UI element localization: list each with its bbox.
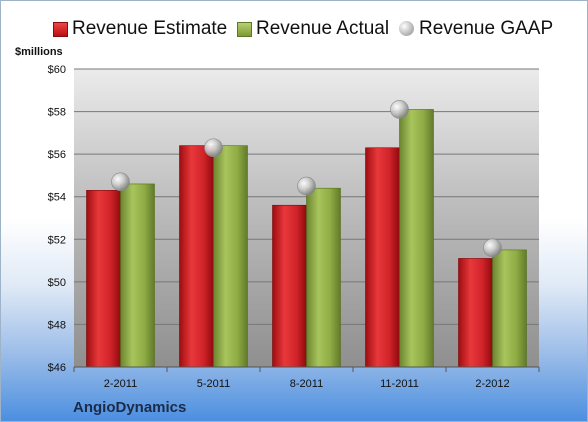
marker-revenue-gaap: [483, 238, 502, 258]
x-tick-label: 11-2011: [380, 378, 419, 390]
bar-revenue-actual: [213, 145, 248, 368]
y-axis-unit-label: $millions: [15, 46, 63, 58]
legend-swatch-revenue-estimate: [53, 22, 68, 37]
x-tick-label: 2-2012: [475, 378, 509, 390]
y-tick-label: $56: [48, 149, 66, 161]
x-axis-ticks: 2-2011 5-2011 8-2011 11-2011 2-2012: [73, 367, 540, 390]
bar-revenue-estimate: [179, 145, 214, 368]
legend-label-revenue-estimate: Revenue Estimate: [72, 18, 228, 39]
marker-revenue-gaap: [204, 138, 223, 158]
marker-revenue-gaap: [297, 176, 316, 196]
legend-marker-revenue-gaap: [399, 21, 414, 36]
bar-revenue-actual: [120, 183, 155, 368]
bars: [86, 109, 527, 368]
y-tick-label: $48: [48, 319, 66, 331]
legend-swatch-revenue-actual: [237, 22, 252, 37]
bar-revenue-actual: [306, 187, 341, 368]
marker-revenue-gaap: [390, 100, 409, 119]
y-tick-label: $54: [48, 192, 66, 204]
bar-revenue-estimate: [458, 258, 493, 368]
x-tick-label: 2-2011: [104, 378, 137, 390]
y-tick-label: $46: [48, 362, 66, 374]
marker-revenue-gaap: [111, 172, 130, 192]
bar-revenue-estimate: [86, 190, 121, 368]
y-axis-ticks: $46 $48 $50 $52 $54 $56 $58 $60: [48, 64, 66, 374]
x-tick-label: 8-2011: [290, 378, 323, 390]
bar-revenue-estimate: [365, 147, 400, 368]
legend-label-revenue-actual: Revenue Actual: [256, 18, 390, 39]
y-tick-label: $58: [48, 107, 66, 119]
bar-revenue-estimate: [272, 204, 307, 368]
y-tick-label: $50: [48, 277, 66, 289]
legend-label-revenue-gaap: Revenue GAAP: [419, 18, 554, 39]
y-tick-label: $60: [48, 64, 66, 76]
x-tick-label: 5-2011: [197, 378, 230, 390]
y-tick-label: $52: [48, 234, 66, 246]
company-name: AngioDynamics: [73, 399, 187, 416]
gaap-markers: [111, 100, 502, 258]
bar-revenue-actual: [492, 249, 527, 368]
bar-revenue-actual: [399, 109, 434, 368]
